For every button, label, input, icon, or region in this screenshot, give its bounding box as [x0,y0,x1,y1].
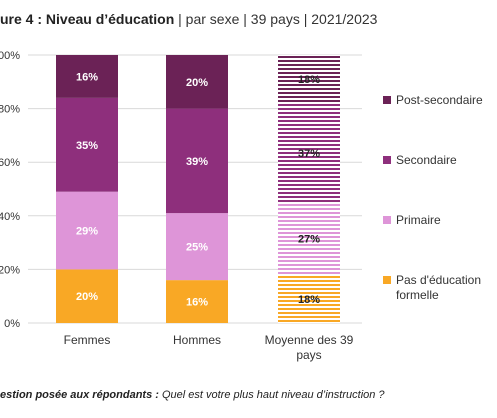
bars [56,55,340,323]
chart-title: ure 4 : Niveau d’éducation | par sexe | … [0,7,497,31]
bar-segment-post-secondaire [56,55,118,98]
data-label: 18% [298,294,320,306]
bar-segment-primaire [166,213,228,281]
bar-segment-secondaire [56,97,118,192]
y-tick-label: 80% [0,104,20,116]
legend-swatch-primaire [383,216,391,224]
footnote-question: Quel est votre plus haut niveau d’instru… [158,389,385,401]
footnote: estion posée aux répondants : Quel est v… [0,386,497,404]
data-label: 25% [186,242,208,254]
chart-title-bold: ure 4 : Niveau d’éducation [0,11,175,27]
bar-segment-pas-education [278,274,340,323]
legend: Post-secondaire Secondaire Primaire Pas d'é… [383,93,483,302]
y-tick-label: 40% [0,211,20,223]
data-labels: 20% 29% 35% 16% 16% 25% 39% 20% 18% 27% 37% 18% [76,71,320,308]
y-tick-label: 60% [0,157,20,169]
data-label: 18% [298,74,320,86]
data-label: 16% [76,71,98,83]
x-category-label: Hommes [173,333,221,347]
data-label: 37% [298,148,320,160]
bar-segment-primaire [278,202,340,275]
data-label: 35% [76,140,98,152]
y-tick-label: 20% [0,264,20,276]
x-category-label: Moyenne des 39 pays [265,333,354,362]
stacked-bar-chart: 0% 20% 40% 60% 80% 100% 20% 29% 35% 16% 16% 25% 39%… [0,50,483,362]
legend-label: Secondaire [396,153,457,167]
x-axis-labels: Femmes Hommes Moyenne des 39 pays [64,333,354,362]
data-label: 20% [76,291,98,303]
chart-title-rest: | par sexe | 39 pays | 2021/2023 [174,11,378,27]
legend-swatch-post-secondaire [383,96,391,104]
legend-swatch-secondaire [383,156,391,164]
y-tick-label: 0% [4,318,20,330]
data-label: 27% [298,234,320,246]
footnote-label: estion posée aux répondants : [0,389,159,401]
legend-label: Primaire [396,213,441,227]
bar-segment-pas-education [166,280,228,323]
legend-label: Pas d'éducation formelle [396,273,481,302]
bar-segment-post-secondaire [278,55,340,104]
legend-swatch-pas-education [383,276,391,284]
data-label: 16% [186,297,208,309]
y-tick-label: 100% [0,50,20,62]
legend-label: Post-secondaire [396,93,483,107]
bar-segment-secondaire [166,108,228,214]
data-label: 39% [186,156,208,168]
data-label: 29% [76,226,98,238]
bar-segment-post-secondaire [166,55,228,109]
bar-segment-primaire [56,191,118,270]
y-axis-ticks: 0% 20% 40% 60% 80% 100% [0,50,20,330]
x-category-label: Femmes [64,333,111,347]
bar-segment-pas-education [56,269,118,323]
data-label: 20% [186,77,208,89]
bar-segment-secondaire [278,103,340,203]
